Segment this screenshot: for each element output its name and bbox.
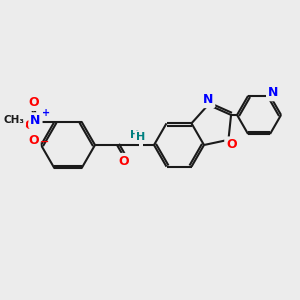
Text: CH₃: CH₃ [4,115,25,125]
Text: O: O [25,119,35,132]
Text: H: H [136,132,146,142]
Text: N: N [203,93,213,106]
Text: O: O [28,134,39,147]
Text: O: O [28,96,39,109]
Text: −: − [40,136,49,147]
Text: N: N [30,114,41,127]
Text: +: + [41,108,50,118]
Text: O: O [226,138,237,151]
Text: N: N [268,86,278,99]
Text: H: H [130,130,140,140]
Text: O: O [118,155,129,168]
